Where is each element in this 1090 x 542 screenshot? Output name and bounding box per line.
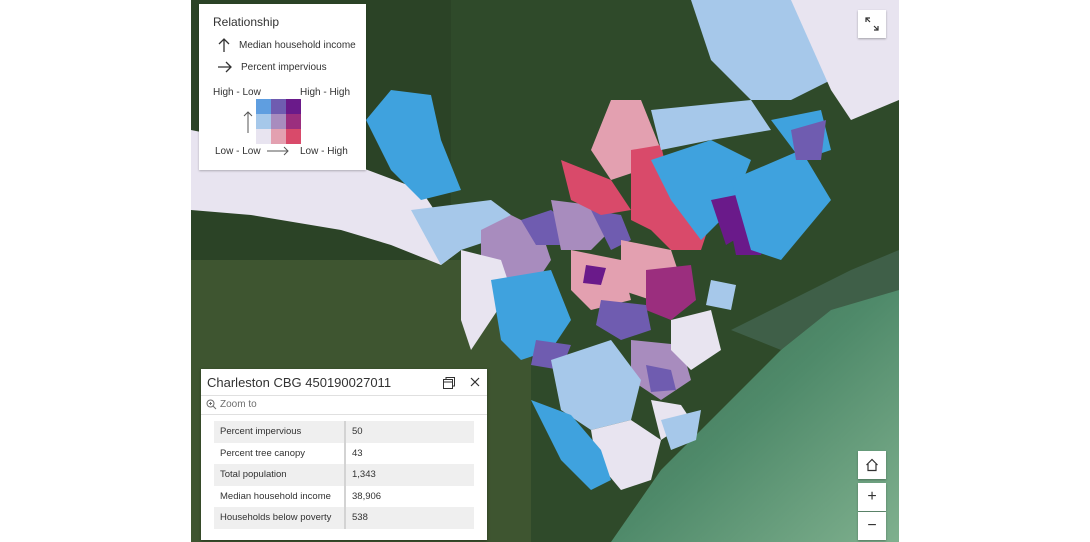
block-group-polygon[interactable] <box>651 100 771 150</box>
legend-swatch <box>286 99 301 114</box>
table-row: Percent tree canopy 43 <box>214 442 474 464</box>
legend-bottom-left-label: Low - Low <box>215 146 261 157</box>
close-button[interactable] <box>469 375 481 391</box>
zoom-to-label: Zoom to <box>220 399 257 410</box>
block-group-polygon[interactable] <box>583 265 606 285</box>
legend-vertical-row: Median household income <box>217 37 356 53</box>
attribute-value: 43 <box>352 447 363 459</box>
attribute-table: Percent impervious 50 Percent tree canopy 4… <box>214 421 474 529</box>
expand-icon <box>865 17 879 31</box>
zoom-out-button[interactable]: − <box>858 512 886 540</box>
legend-vertical-label: Median household income <box>239 39 356 51</box>
zoom-to-action[interactable]: Zoom to <box>201 395 487 415</box>
attribute-value: 538 <box>345 507 474 529</box>
block-group-polygon[interactable] <box>706 280 736 310</box>
legend-color-grid <box>256 99 301 144</box>
block-group-polygon[interactable] <box>791 120 826 160</box>
legend-bottom-right-label: Low - High <box>300 146 348 157</box>
arrow-up-icon <box>218 38 230 52</box>
legend-top-left-label: High - Low <box>213 87 261 98</box>
arrow-right-icon <box>218 61 232 73</box>
attribute-value: 1,343 <box>345 464 474 486</box>
block-group-polygon[interactable] <box>491 270 571 360</box>
attribute-value: 50 <box>345 421 474 443</box>
attribute-label: Percent impervious <box>214 421 346 443</box>
block-group-polygon[interactable] <box>561 160 631 215</box>
block-group-polygon[interactable] <box>551 340 641 430</box>
block-group-polygon[interactable] <box>691 0 831 100</box>
zoom-in-button[interactable]: + <box>858 483 886 511</box>
legend-swatch <box>271 129 286 144</box>
legend-top-right-label: High - High <box>300 87 351 98</box>
attribute-label: Median household income <box>214 485 346 507</box>
block-group-polygon[interactable] <box>731 150 831 260</box>
ocean-area <box>611 280 899 542</box>
block-group-polygon[interactable] <box>531 400 611 490</box>
block-group-polygon[interactable] <box>461 250 511 350</box>
home-icon <box>866 458 878 472</box>
block-group-polygon[interactable] <box>646 365 676 392</box>
popup-title: Charleston CBG 450190027011 <box>207 375 392 390</box>
popup-panel: Charleston CBG 450190027011 Zoom to Perc… <box>201 369 487 540</box>
block-group-polygon[interactable] <box>596 300 651 340</box>
census-block-groups[interactable] <box>191 0 899 490</box>
home-button[interactable] <box>858 451 886 479</box>
legend-swatch <box>286 129 301 144</box>
legend-right-arrow-icon <box>267 146 289 156</box>
block-group-polygon[interactable] <box>661 410 701 450</box>
legend-title: Relationship <box>213 15 280 29</box>
zoom-to-icon <box>206 399 217 410</box>
close-icon <box>470 377 480 387</box>
table-row: Median household income 38,906 <box>214 485 474 507</box>
harbor-water <box>731 250 899 350</box>
table-row: Total population 1,343 <box>214 464 474 486</box>
table-row: Percent impervious 50 <box>214 421 474 443</box>
legend-swatch <box>286 114 301 129</box>
attribute-value: 38,906 <box>352 490 382 502</box>
block-group-polygon[interactable] <box>646 265 696 320</box>
attribute-label: Percent tree canopy <box>214 442 346 464</box>
expand-button[interactable] <box>858 10 886 38</box>
attribute-label: Households below poverty <box>214 507 346 529</box>
legend-swatch <box>256 99 271 114</box>
legend-swatch <box>271 99 286 114</box>
block-group-polygon[interactable] <box>411 200 511 265</box>
block-group-polygon[interactable] <box>671 310 721 370</box>
legend-swatch <box>256 129 271 144</box>
legend-swatch <box>256 114 271 129</box>
dock-icon[interactable] <box>442 376 456 390</box>
legend-swatch <box>271 114 286 129</box>
legend-horizontal-row: Percent impervious <box>217 60 327 74</box>
legend-up-arrow-icon <box>243 111 253 133</box>
legend-panel: Relationship Median household income Per… <box>199 4 366 170</box>
attribute-label: Total population <box>214 464 346 486</box>
table-row: Households below poverty 538 <box>214 507 474 529</box>
block-group-polygon[interactable] <box>366 90 461 200</box>
legend-horizontal-label: Percent impervious <box>241 61 327 73</box>
